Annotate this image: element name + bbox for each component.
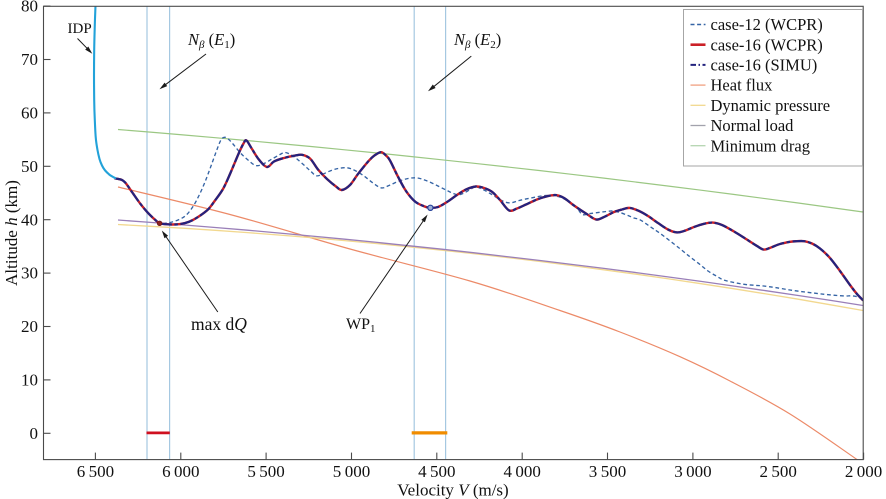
svg-text:Nβ (E2): Nβ (E2) [453,30,501,51]
svg-text:0: 0 [30,424,39,443]
svg-text:case-16 (WCPR): case-16 (WCPR) [711,35,823,54]
svg-text:20: 20 [21,317,38,336]
svg-text:Dynamic pressure: Dynamic pressure [711,96,831,115]
svg-text:5 000: 5 000 [333,462,370,481]
svg-text:Heat flux: Heat flux [711,76,774,95]
svg-text:4 000: 4 000 [503,462,540,481]
svg-text:40: 40 [21,210,38,229]
svg-text:2 500: 2 500 [759,462,796,481]
svg-text:3 000: 3 000 [674,462,711,481]
svg-text:4 500: 4 500 [418,462,455,481]
svg-text:WP1: WP1 [346,316,376,335]
svg-text:IDP: IDP [68,21,92,37]
svg-text:6 000: 6 000 [162,462,199,481]
svg-text:Altitude h (km): Altitude h (km) [2,180,21,286]
svg-text:70: 70 [21,50,38,69]
svg-text:Normal load: Normal load [711,116,795,135]
svg-text:case-16 (SIMU): case-16 (SIMU) [711,56,818,75]
svg-text:Nβ (E1): Nβ (E1) [187,30,235,51]
svg-text:case-12 (WCPR): case-12 (WCPR) [711,15,823,34]
svg-text:max dQ: max dQ [191,314,247,334]
svg-text:60: 60 [21,104,38,123]
svg-text:2 000: 2 000 [845,462,882,481]
svg-text:Velocity V (m/s): Velocity V (m/s) [397,481,508,499]
svg-text:3 500: 3 500 [589,462,626,481]
svg-text:80: 80 [21,0,38,16]
svg-text:Minimum drag: Minimum drag [711,136,810,155]
svg-text:10: 10 [21,371,38,390]
svg-text:30: 30 [21,264,38,283]
svg-text:5 500: 5 500 [247,462,284,481]
svg-text:6 500: 6 500 [77,462,114,481]
svg-text:50: 50 [21,157,38,176]
